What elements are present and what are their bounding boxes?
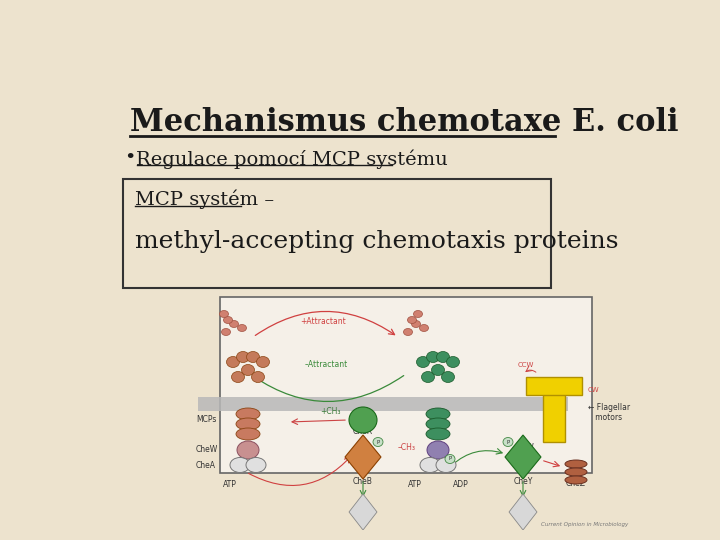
Ellipse shape	[251, 372, 264, 382]
Text: ATP: ATP	[408, 480, 422, 489]
Ellipse shape	[246, 457, 266, 472]
Ellipse shape	[421, 372, 434, 382]
Text: Mechanismus chemotaxe E. coli: Mechanismus chemotaxe E. coli	[130, 107, 679, 138]
Ellipse shape	[408, 316, 416, 323]
Ellipse shape	[222, 328, 230, 335]
Text: Regulace pomocí MCP systému: Regulace pomocí MCP systému	[137, 150, 449, 169]
Text: ← Flagellar
   motors: ← Flagellar motors	[588, 403, 630, 422]
Text: i: i	[517, 516, 518, 521]
Bar	[198, 397, 568, 411]
Ellipse shape	[256, 356, 269, 368]
Ellipse shape	[441, 372, 454, 382]
Ellipse shape	[241, 364, 254, 375]
Ellipse shape	[373, 437, 383, 447]
Text: P: P	[512, 512, 516, 518]
Ellipse shape	[236, 352, 250, 362]
Ellipse shape	[565, 460, 587, 468]
Ellipse shape	[349, 407, 377, 433]
Polygon shape	[349, 494, 377, 530]
Ellipse shape	[565, 476, 587, 484]
Text: Current Opinion in Microbiology: Current Opinion in Microbiology	[541, 522, 628, 527]
Ellipse shape	[426, 418, 450, 430]
Text: CheZ: CheZ	[566, 479, 586, 488]
Ellipse shape	[420, 457, 440, 472]
Polygon shape	[345, 435, 381, 479]
Text: CW: CW	[588, 387, 600, 393]
Ellipse shape	[236, 408, 260, 420]
Ellipse shape	[427, 441, 449, 459]
Ellipse shape	[446, 356, 459, 368]
Ellipse shape	[238, 325, 246, 332]
Text: CCW: CCW	[518, 362, 534, 368]
Ellipse shape	[426, 428, 450, 440]
Text: +Attractant: +Attractant	[300, 317, 346, 326]
Text: CheB: CheB	[353, 477, 373, 486]
Text: P: P	[377, 440, 379, 444]
Text: –CH₃: –CH₃	[398, 443, 416, 452]
Ellipse shape	[237, 441, 259, 459]
Text: P: P	[506, 440, 510, 444]
Ellipse shape	[426, 408, 450, 420]
Text: i: i	[357, 516, 359, 521]
Ellipse shape	[503, 437, 513, 447]
Ellipse shape	[236, 418, 260, 430]
Text: CheR: CheR	[353, 427, 373, 436]
Bar	[220, 298, 593, 473]
Text: P: P	[449, 456, 451, 462]
Bar	[122, 179, 551, 288]
Ellipse shape	[426, 352, 439, 362]
Ellipse shape	[412, 321, 420, 327]
Ellipse shape	[431, 364, 444, 375]
Ellipse shape	[230, 457, 250, 472]
Ellipse shape	[445, 455, 455, 463]
Text: –Attractant: –Attractant	[305, 360, 348, 369]
Text: CheW: CheW	[196, 446, 218, 455]
Ellipse shape	[436, 352, 449, 362]
Ellipse shape	[232, 372, 245, 382]
Ellipse shape	[223, 316, 233, 323]
Text: ADP: ADP	[453, 480, 469, 489]
Text: MCP systém –: MCP systém –	[135, 190, 274, 209]
Ellipse shape	[230, 321, 238, 327]
Text: P: P	[352, 512, 356, 518]
Ellipse shape	[413, 310, 423, 318]
Ellipse shape	[220, 310, 228, 318]
Bar	[543, 387, 565, 442]
Text: MCPs: MCPs	[196, 415, 217, 424]
Ellipse shape	[565, 468, 587, 476]
Text: CheA: CheA	[196, 461, 216, 469]
Text: methyl-accepting chemotaxis proteins: methyl-accepting chemotaxis proteins	[135, 231, 618, 253]
Ellipse shape	[420, 325, 428, 332]
Text: •: •	[124, 150, 135, 167]
Polygon shape	[505, 435, 541, 479]
Bar	[526, 377, 582, 395]
Ellipse shape	[246, 352, 259, 362]
Ellipse shape	[403, 328, 413, 335]
Ellipse shape	[416, 356, 430, 368]
Ellipse shape	[436, 457, 456, 472]
Ellipse shape	[236, 428, 260, 440]
Ellipse shape	[227, 356, 240, 368]
Polygon shape	[509, 494, 537, 530]
Text: CW: CW	[521, 443, 534, 452]
Text: ATP: ATP	[223, 480, 237, 489]
Text: CheY: CheY	[513, 477, 533, 486]
Text: +CH₃: +CH₃	[320, 407, 341, 416]
